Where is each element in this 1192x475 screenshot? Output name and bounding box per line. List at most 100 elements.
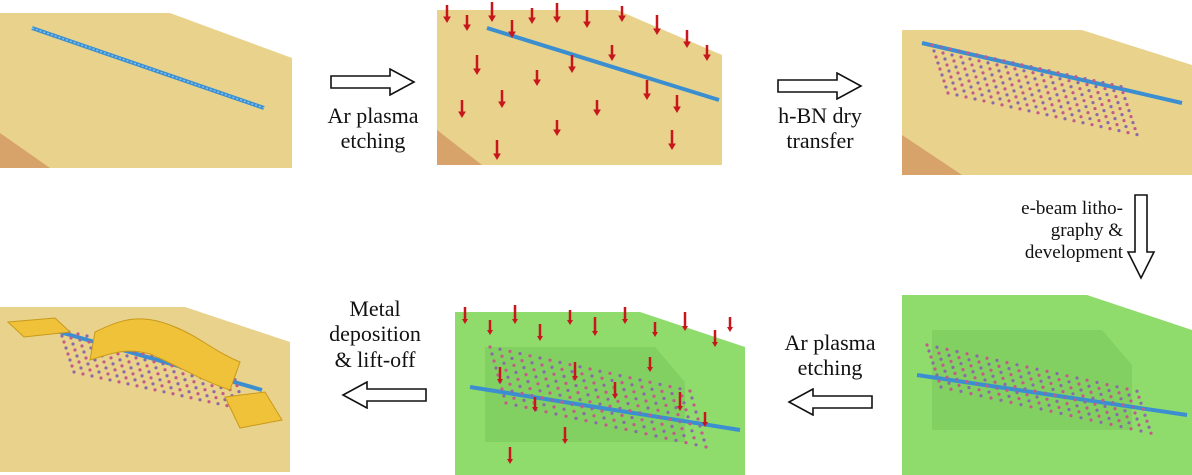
hbn-atom (1124, 125, 1128, 129)
ion-arrowhead (537, 336, 543, 341)
hbn-atom (1044, 85, 1048, 89)
hbn-atom (953, 87, 957, 91)
hbn-atom (1106, 121, 1110, 125)
hbn-atom (662, 396, 666, 400)
hbn-atom (516, 377, 520, 381)
hbn-atom (995, 63, 999, 67)
hbn-atom (1079, 115, 1083, 119)
ion-arrowhead (652, 332, 658, 337)
hbn-atom (652, 427, 656, 431)
hbn-atom (997, 392, 1001, 396)
hbn-atom (1139, 401, 1143, 405)
hbn-atom (945, 347, 949, 351)
hbn-atom (969, 392, 973, 396)
hbn-atom (115, 374, 119, 378)
hbn-atom (1023, 387, 1027, 391)
hbn-atom (1107, 99, 1111, 103)
hbn-atom (151, 382, 155, 386)
hbn-atom (129, 366, 133, 370)
ion-arrowhead (462, 319, 468, 324)
hbn-atom (690, 429, 694, 433)
hbn-atom (79, 366, 83, 370)
hbn-atom (1021, 91, 1025, 95)
hbn-atom (959, 389, 963, 393)
hbn-atom (1009, 105, 1013, 109)
hbn-atom (588, 400, 592, 404)
hbn-atom (207, 400, 211, 404)
hbn-atom (1085, 406, 1089, 410)
ion-arrowhead (493, 153, 501, 160)
hbn-atom (959, 362, 963, 366)
hbn-atom (622, 388, 626, 392)
hbn-atom (1067, 79, 1071, 83)
hbn-atom (508, 382, 512, 386)
hbn-atom (140, 374, 144, 378)
hbn-atom (976, 81, 980, 85)
hbn-atom (963, 67, 967, 71)
hbn-atom (694, 443, 698, 447)
hbn-atom (1050, 103, 1054, 107)
hbn-atom (1017, 369, 1021, 373)
hbn-atom (1091, 396, 1095, 400)
hbn-atom (1000, 103, 1004, 107)
hbn-atom (1101, 398, 1105, 402)
hbn-atom (488, 345, 492, 349)
label-line: Ar plasma (784, 330, 876, 355)
hbn-atom (662, 429, 666, 433)
hbn-atom (237, 390, 241, 394)
hbn-atom (149, 376, 153, 380)
hbn-atom (198, 398, 202, 402)
hbn-atom (966, 51, 970, 55)
ion-arrowhead (488, 15, 496, 22)
hbn-atom (1139, 429, 1143, 433)
hbn-atom (989, 95, 993, 99)
hbn-atom (106, 372, 110, 376)
hbn-atom (1022, 69, 1026, 73)
hbn-atom (961, 61, 965, 65)
hbn-atom (1110, 83, 1114, 87)
hbn-atom (987, 362, 991, 366)
hbn-atom (1085, 83, 1089, 87)
hbn-atom (205, 394, 209, 398)
hbn-atom (999, 75, 1003, 79)
hbn-atom (1007, 394, 1011, 398)
label-line: Metal (349, 296, 401, 321)
hbn-atom (1149, 431, 1153, 435)
hbn-atom (554, 412, 558, 416)
hbn-atom (64, 346, 68, 350)
hbn-atom (216, 402, 220, 406)
hbn-atom (668, 385, 672, 389)
hbn-atom (520, 359, 524, 363)
hbn-atom (512, 363, 516, 367)
hbn-atom (1005, 93, 1009, 97)
hbn-atom (1030, 93, 1034, 97)
hbn-atom (935, 373, 939, 377)
hbn-atom (580, 405, 584, 409)
hbn-atom (979, 65, 983, 69)
hbn-atom (947, 69, 951, 73)
hbn-atom (993, 57, 997, 61)
ion-arrowhead (592, 331, 598, 336)
ion-arrowhead (533, 79, 541, 86)
hbn-atom (1028, 87, 1032, 91)
hbn-atom (1011, 61, 1015, 65)
hbn-atom (558, 393, 562, 397)
hbn-atom (1103, 404, 1107, 408)
hbn-atom (1089, 95, 1093, 99)
hbn-atom (996, 91, 1000, 95)
hbn-atom (1001, 376, 1005, 380)
hbn-atom (674, 438, 678, 442)
hbn-atom (999, 370, 1003, 374)
hbn-atom (1023, 97, 1027, 101)
hbn-atom (1029, 377, 1033, 381)
hbn-atom (1088, 117, 1092, 121)
hbn-atom (586, 393, 590, 397)
hbn-atom (1084, 105, 1088, 109)
hbn-atom (594, 421, 598, 425)
hbn-atom (640, 385, 644, 389)
hbn-atom (1029, 65, 1033, 69)
hbn-atom (1057, 378, 1061, 382)
arrow-left-1 (787, 388, 873, 416)
hbn-atom (194, 386, 198, 390)
hbn-atom (602, 383, 606, 387)
